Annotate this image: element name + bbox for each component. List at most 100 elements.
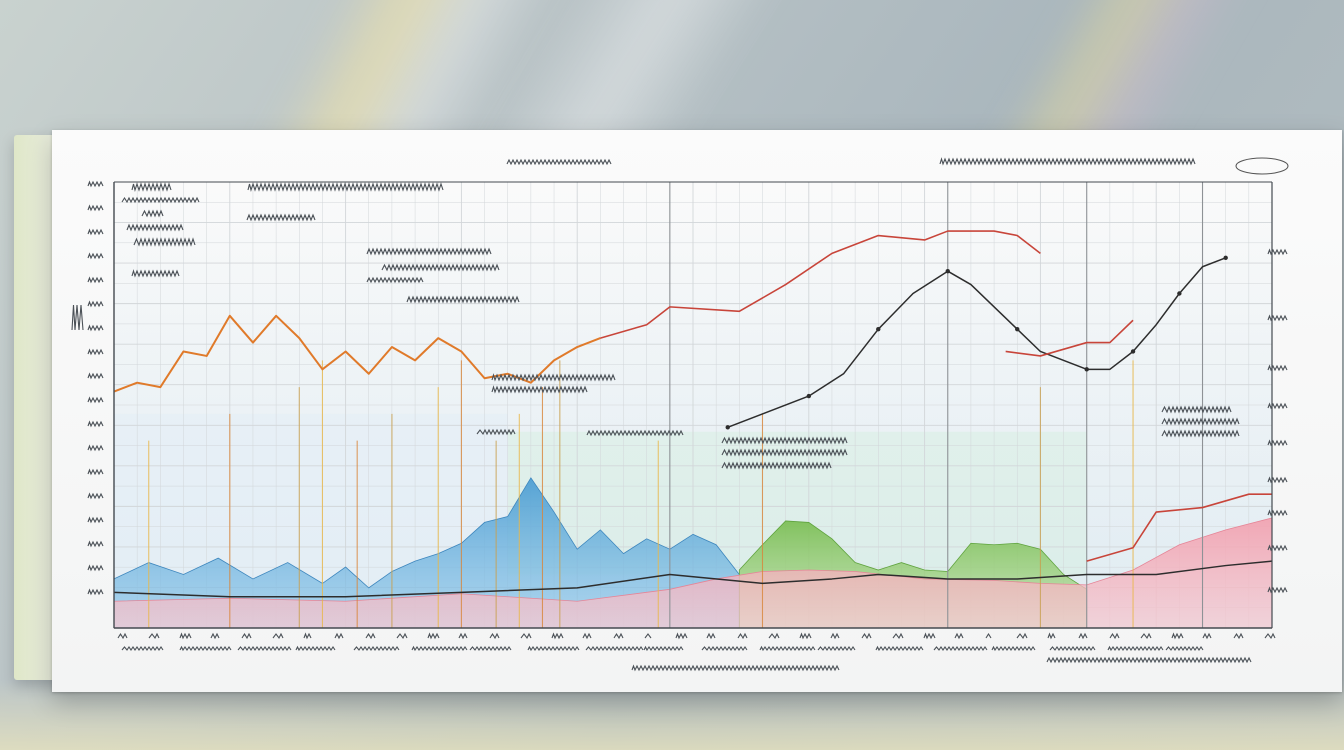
series-label	[133, 237, 196, 247]
x-category-label	[295, 645, 336, 652]
annotation-text	[1161, 417, 1240, 426]
data-point	[945, 269, 950, 274]
x-tick-label	[272, 632, 284, 640]
y-tick-label	[87, 588, 104, 596]
x-tick-label	[458, 632, 468, 640]
y-tick-label-right	[1267, 439, 1288, 447]
x-tick-label	[985, 632, 992, 639]
y-tick-label-right	[1267, 476, 1288, 484]
x-tick-label	[768, 632, 780, 640]
data-point	[1015, 326, 1020, 332]
x-category-label	[121, 646, 164, 651]
x-category-label	[237, 646, 292, 651]
x-tick-label	[489, 632, 500, 640]
y-tick-label	[87, 180, 104, 188]
data-point	[725, 425, 730, 430]
x-tick-label	[830, 632, 840, 640]
x-category-label	[1107, 645, 1164, 652]
x-category-label	[179, 645, 232, 652]
annotation-text	[366, 247, 492, 256]
x-tick-label	[334, 632, 344, 640]
x-category-label	[701, 646, 748, 651]
series-line	[1086, 493, 1272, 562]
header-annotation	[506, 158, 612, 166]
annotation-text	[381, 263, 500, 272]
x-tick-label	[954, 632, 964, 640]
y-tick-label	[87, 324, 104, 332]
x-category-label	[411, 645, 468, 652]
y-tick-label	[87, 516, 104, 524]
y-tick-label	[87, 492, 104, 500]
y-tick-label-right	[1267, 402, 1288, 410]
y-tick-label	[87, 420, 104, 428]
series-label	[247, 182, 444, 192]
x-tick-label	[365, 632, 376, 640]
x-category-label	[1046, 656, 1252, 664]
x-tick-label	[1016, 632, 1028, 640]
series-line	[1005, 319, 1134, 357]
annotation-text	[721, 448, 848, 457]
y-tick-label	[87, 300, 104, 308]
data-point	[1130, 349, 1136, 354]
series-line	[113, 560, 1273, 598]
y-tick-label	[87, 276, 104, 284]
y-tick-label-right	[1267, 314, 1288, 322]
series-label	[126, 223, 184, 232]
x-category-label	[353, 646, 400, 651]
y-tick-label	[87, 540, 104, 548]
x-category-label	[1165, 646, 1204, 651]
header-badge	[1235, 157, 1289, 175]
x-category-label	[585, 646, 644, 651]
x-category-label	[1049, 646, 1096, 651]
x-category-label	[527, 645, 580, 652]
x-category-label	[991, 645, 1036, 652]
y-tick-label	[87, 396, 104, 404]
x-tick-label	[737, 632, 748, 640]
y-tick-label	[87, 468, 104, 476]
x-tick-label	[675, 632, 688, 640]
x-tick-label	[1078, 632, 1088, 640]
series-label	[141, 209, 164, 218]
x-tick-label	[1233, 632, 1244, 640]
data-point	[1084, 367, 1089, 372]
x-tick-label	[861, 632, 872, 640]
data-point	[806, 393, 811, 399]
annotation-text	[586, 429, 684, 437]
x-tick-label	[706, 632, 716, 640]
chart-paper	[52, 130, 1342, 692]
x-tick-label	[644, 633, 652, 639]
annotation-text	[476, 428, 516, 436]
x-tick-label	[1171, 632, 1184, 640]
data-point	[876, 326, 881, 332]
y-tick-label	[87, 228, 104, 236]
data-band-blue-fill	[113, 477, 740, 629]
x-category-label	[469, 646, 512, 651]
x-category-label	[875, 645, 924, 652]
y-tick-label	[87, 204, 104, 212]
x-tick-label	[520, 632, 532, 640]
y-tick-label-right	[1267, 586, 1288, 594]
series-label	[131, 269, 180, 278]
x-tick-label	[179, 632, 192, 640]
x-axis-label	[631, 664, 840, 672]
y-tick-label-right	[1267, 509, 1288, 517]
annotation-text	[491, 373, 616, 382]
annotation-text	[366, 276, 424, 284]
x-tick-label	[551, 632, 564, 640]
annotation-text	[406, 295, 520, 304]
line-chart	[71, 157, 1289, 672]
y-tick-label-right	[1267, 364, 1288, 372]
x-tick-label	[241, 632, 252, 640]
x-tick-label	[923, 632, 936, 640]
x-tick-label	[613, 632, 624, 640]
x-tick-label	[427, 632, 440, 640]
series-line	[600, 230, 1041, 339]
annotation-text	[1161, 429, 1240, 438]
annotation-text	[721, 436, 848, 445]
annotation-text	[1161, 405, 1232, 414]
data-point	[1223, 255, 1228, 261]
x-tick-label	[1264, 632, 1276, 640]
x-tick-label	[582, 632, 592, 640]
series-label	[121, 196, 200, 204]
x-category-label	[759, 645, 816, 652]
